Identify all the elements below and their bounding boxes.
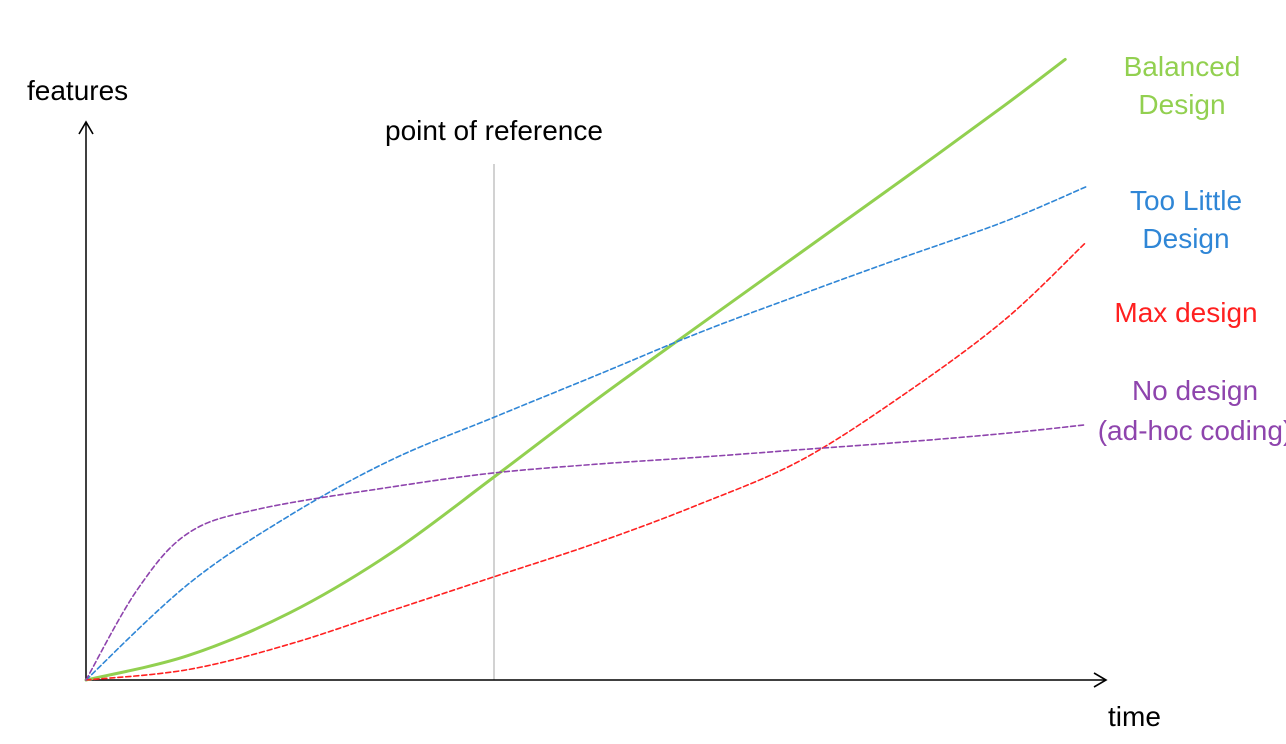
series-line-max-design: [85, 241, 1087, 681]
series-label-layer: Balanced Design Too Little Design Max design…: [1098, 51, 1286, 446]
series-layer: [84, 57, 1087, 682]
series-line-no-design: [85, 424, 1087, 681]
series-label-max-design: Max design: [1114, 297, 1257, 328]
series-label-line: (ad-hoc coding): [1098, 415, 1286, 446]
series-label-line: Too Little: [1130, 185, 1242, 216]
x-axis-label: time: [1108, 701, 1161, 732]
series-label-line: Design: [1138, 89, 1225, 120]
series-label-line: Max design: [1114, 297, 1257, 328]
y-axis-label: features: [27, 75, 128, 106]
series-label-no-design: No design (ad-hoc coding): [1098, 375, 1286, 446]
series-label-line: Balanced: [1124, 51, 1241, 82]
series-label-line: Design: [1142, 223, 1229, 254]
reference-label: point of reference: [385, 115, 603, 146]
series-line-too-little-design: [85, 186, 1087, 681]
series-label-too-little-design: Too Little Design: [1130, 185, 1242, 254]
series-label-balanced-design: Balanced Design: [1124, 51, 1241, 120]
series-line-balanced-design: [84, 57, 1067, 682]
series-label-line: No design: [1132, 375, 1258, 406]
